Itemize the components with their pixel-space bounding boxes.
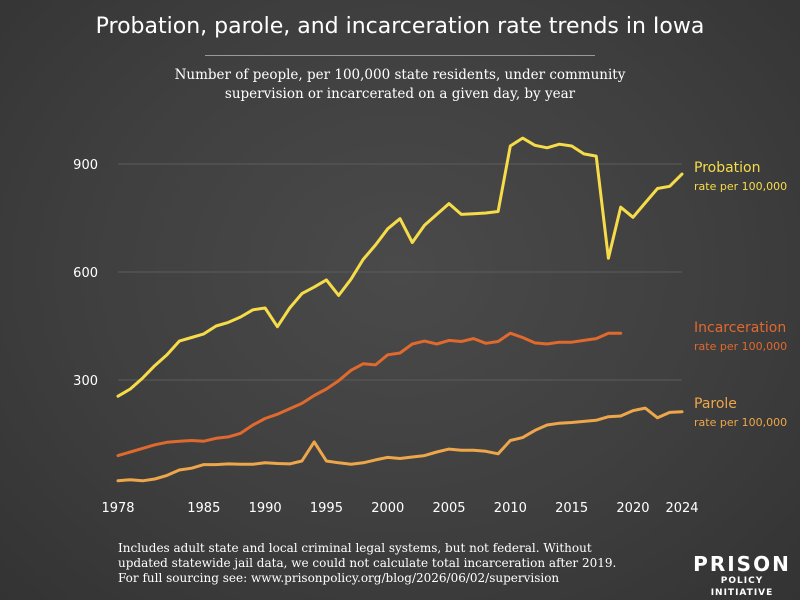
incarceration-label: Incarceration: [694, 320, 786, 336]
parole-label: Parole: [694, 396, 737, 412]
y-tick-label: 900: [73, 158, 98, 173]
logo-line-1: PRISON: [693, 552, 791, 576]
series-lines: [116, 136, 684, 483]
probation-sublabel: rate per 100,000: [694, 180, 787, 193]
y-tick-label: 300: [73, 374, 98, 389]
x-tick-label: 2010: [494, 501, 527, 516]
probation-line: [116, 136, 684, 398]
footnote-line-2: updated statewide jail data, we could no…: [118, 556, 617, 570]
x-tick-label: 1985: [187, 501, 220, 516]
x-tick-label: 1978: [101, 501, 134, 516]
logo-line-2: POLICY INITIATIVE: [710, 576, 774, 598]
footnote-line-3: For full sourcing see: www.prisonpolicy.…: [118, 571, 560, 585]
x-tick-label: 2015: [555, 501, 588, 516]
parole-line: [116, 406, 684, 483]
title-divider: [205, 55, 595, 56]
probation-label: Probation: [694, 160, 761, 176]
y-tick-labels: 300 600 900: [73, 158, 98, 389]
chart-subtitle: Number of people, per 100,000 state resi…: [150, 66, 650, 104]
x-tick-label: 2005: [432, 501, 465, 516]
footnote: Includes adult state and local criminal …: [118, 541, 638, 586]
x-tick-label: 2000: [371, 501, 404, 516]
chart-title: Probation, parole, and incarceration rat…: [95, 14, 705, 39]
incarceration-line: [116, 331, 623, 458]
y-tick-label: 600: [73, 266, 98, 281]
prison-policy-initiative-logo: PRISON POLICY INITIATIVE: [692, 553, 792, 599]
footnote-line-1: Includes adult state and local criminal …: [118, 541, 592, 555]
subtitle-line-1: Number of people, per 100,000 state resi…: [174, 67, 626, 83]
grid-lines: [118, 163, 682, 381]
incarceration-sublabel: rate per 100,000: [694, 340, 787, 353]
x-tick-label: 2024: [665, 501, 698, 516]
x-tick-label: 2020: [616, 501, 649, 516]
parole-sublabel: rate per 100,000: [694, 416, 787, 429]
x-tick-labels: 1978 1985 1990 1995 2000 2005 2010 2015 2020 2024: [101, 501, 698, 516]
subtitle-line-2: supervision or incarcerated on a given d…: [224, 86, 576, 102]
x-tick-label: 1995: [310, 501, 343, 516]
series-labels: Probation rate per 100,000 Incarceration ra…: [694, 160, 787, 429]
x-tick-label: 1990: [249, 501, 282, 516]
